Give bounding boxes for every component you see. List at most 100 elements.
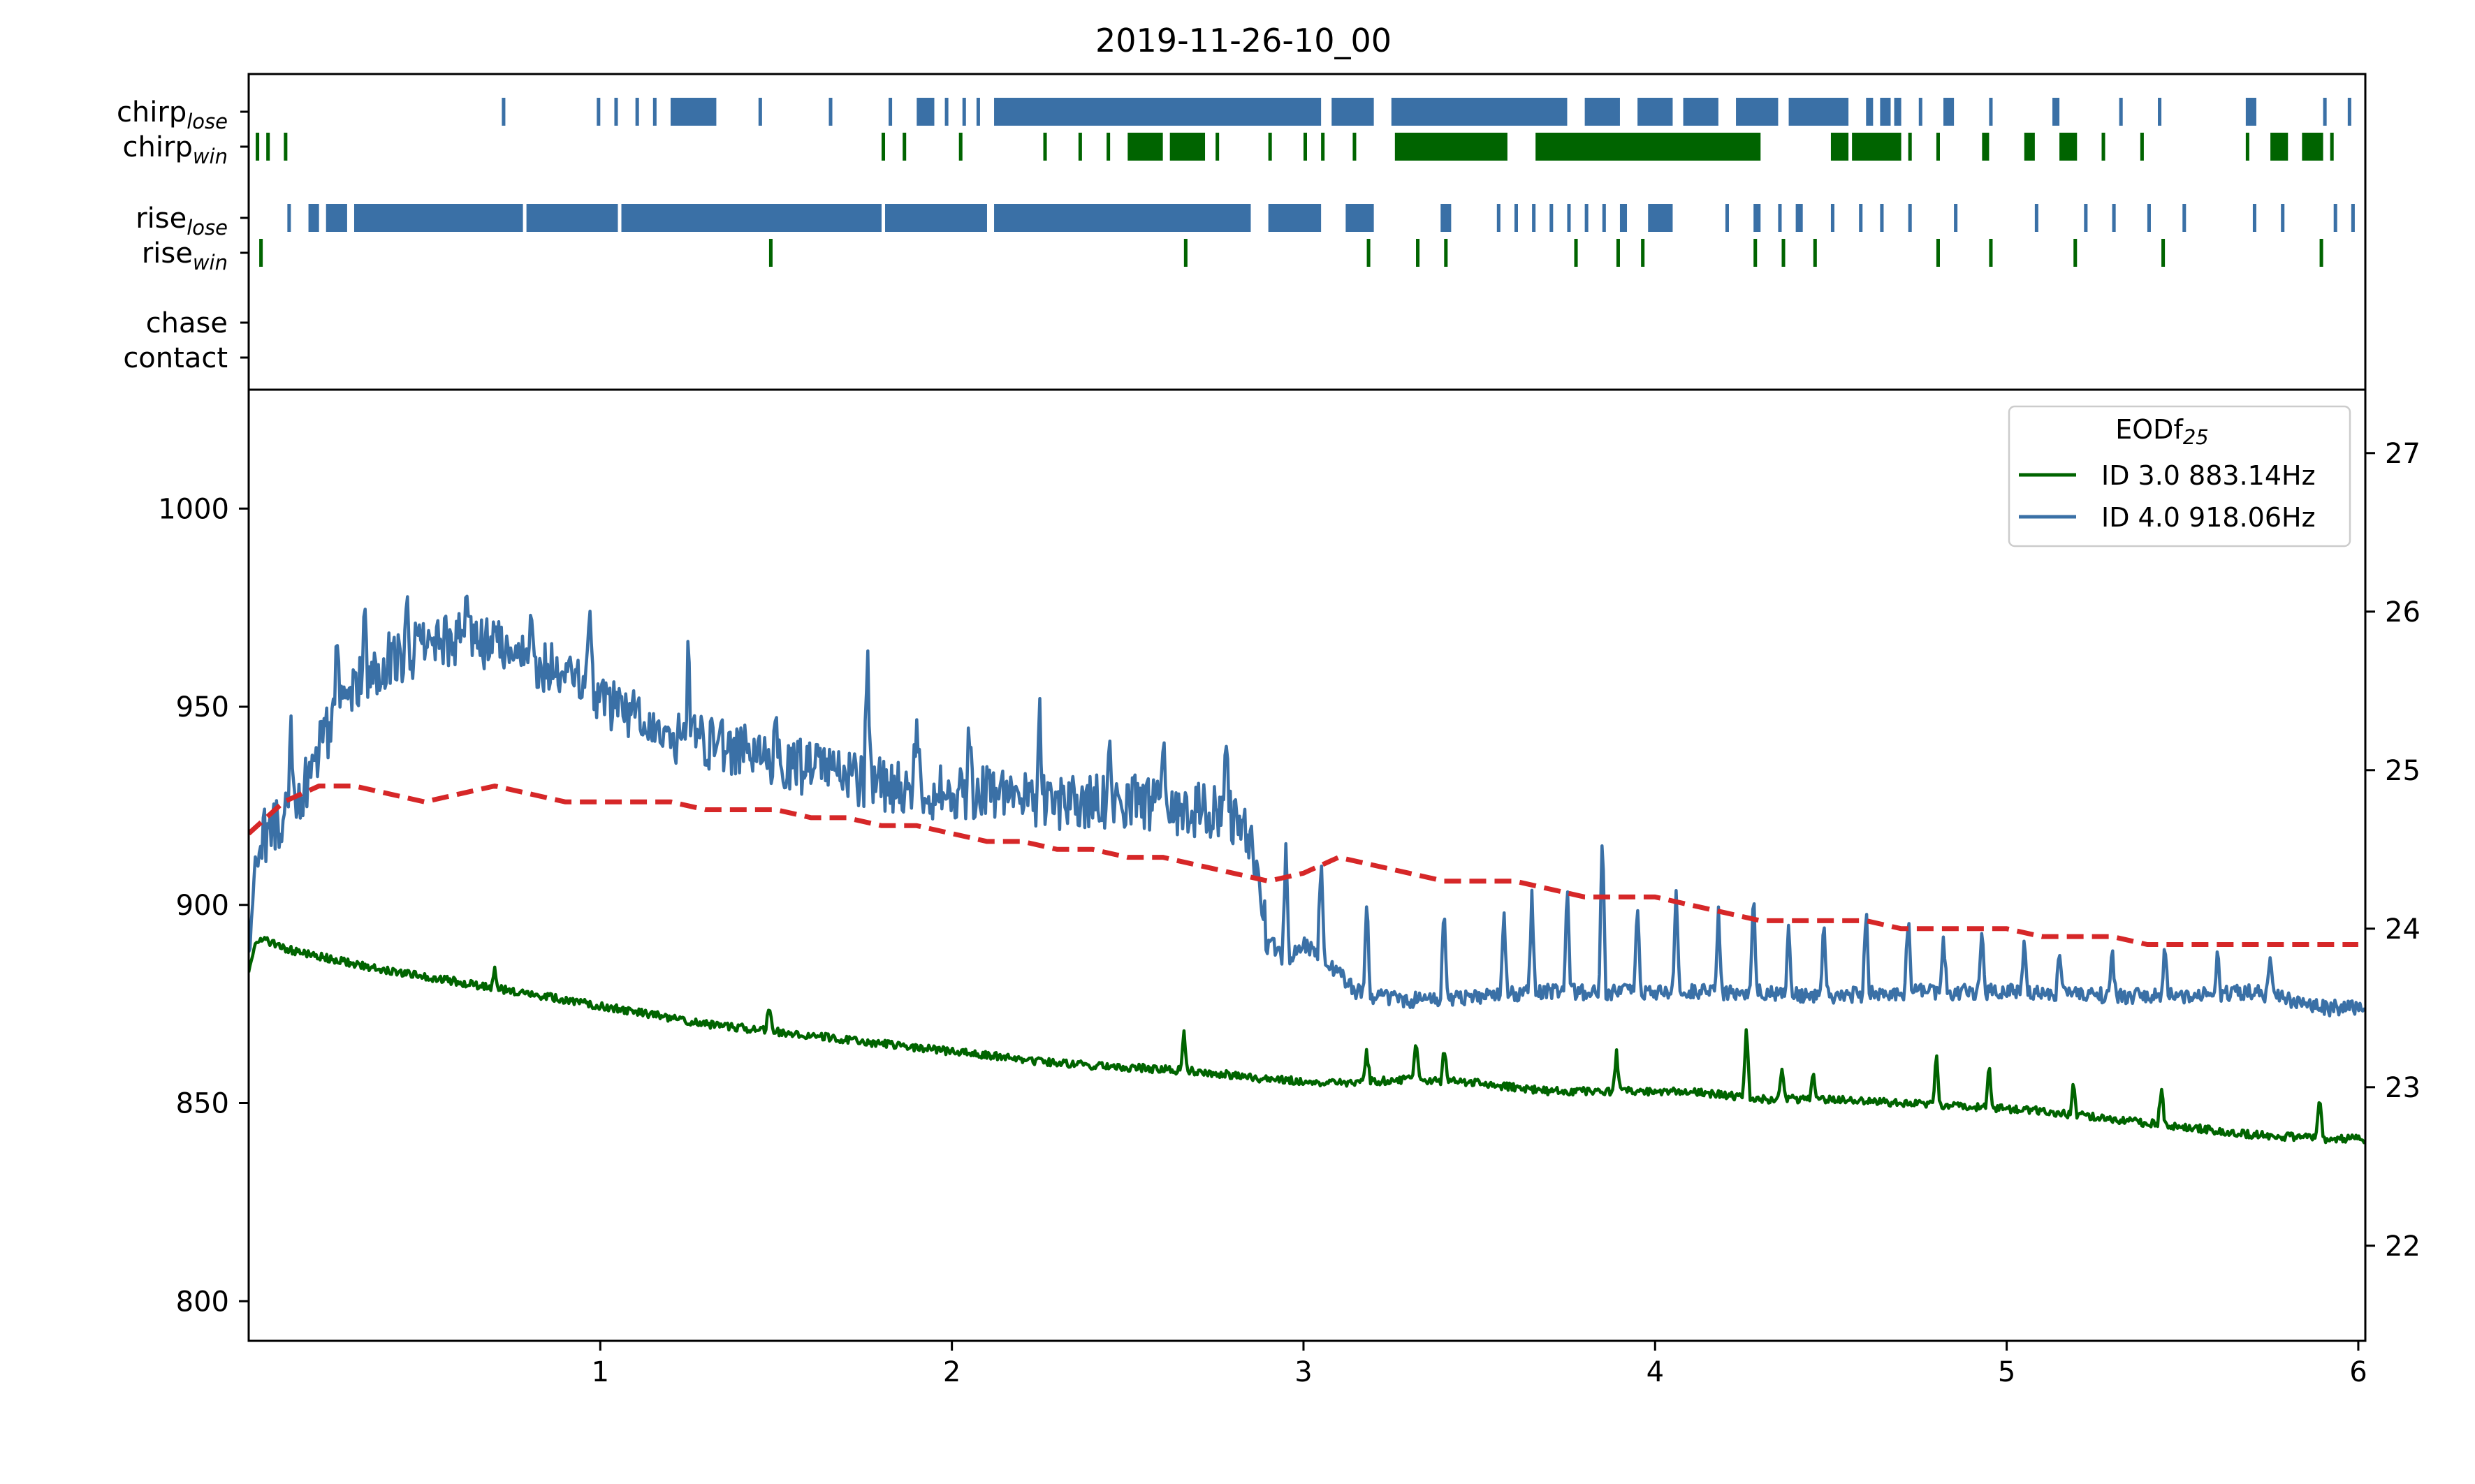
event-mark — [284, 133, 288, 161]
raster-row-rise-lose — [287, 204, 2355, 232]
event-mark — [1880, 98, 1891, 126]
event-mark — [1183, 239, 1188, 267]
event-mark — [1567, 204, 1571, 232]
event-mark — [2084, 204, 2088, 232]
event-mark — [2034, 204, 2038, 232]
event-mark — [1532, 204, 1536, 232]
raster-row-label: riselose — [136, 203, 228, 240]
event-mark — [1496, 204, 1501, 232]
event-mark — [944, 98, 949, 126]
x-axis: 1 2 3 4 5 6 — [592, 1341, 2367, 1388]
event-mark — [1778, 204, 1782, 232]
event-mark — [1602, 204, 1606, 232]
y2-tick-label: 25 — [2385, 755, 2421, 787]
event-mark — [1852, 133, 1901, 161]
x-tick-label: 1 — [592, 1356, 609, 1388]
event-mark — [1954, 204, 1958, 232]
event-mark — [994, 204, 1251, 232]
event-mark — [1303, 133, 1307, 161]
event-mark — [266, 133, 270, 161]
event-mark — [1366, 239, 1371, 267]
raster-row-label: chirplose — [117, 96, 228, 133]
event-mark — [881, 133, 886, 161]
event-mark — [1321, 133, 1325, 161]
event-mark — [1908, 133, 1912, 161]
x-tick-label: 3 — [1294, 1356, 1312, 1388]
event-mark — [308, 204, 319, 232]
event-mark — [1574, 239, 1578, 267]
event-mark — [2073, 239, 2078, 267]
event-mark — [1444, 239, 1448, 267]
event-mark — [635, 98, 639, 126]
event-mark — [621, 204, 882, 232]
event-mark — [1781, 239, 1786, 267]
chart-title: 2019-11-26-10_00 — [1095, 22, 1392, 59]
event-mark — [1268, 133, 1272, 161]
event-mark — [903, 133, 907, 161]
event-mark — [2270, 133, 2288, 161]
raster-row-chirp-win — [256, 133, 2334, 161]
event-mark — [2101, 133, 2105, 161]
event-mark — [1648, 204, 1673, 232]
event-mark — [1943, 98, 1955, 126]
event-mark — [1514, 204, 1518, 232]
y2-tick-label: 24 — [2385, 913, 2421, 946]
event-mark — [1866, 98, 1874, 126]
event-mark — [885, 204, 987, 232]
event-mark — [1584, 98, 1620, 126]
event-mark — [1725, 204, 1729, 232]
x-tick-label: 6 — [2349, 1356, 2367, 1388]
event-mark — [287, 204, 291, 232]
event-mark — [1795, 204, 1803, 232]
y-axis-left: 800 850 900 950 1000 — [158, 493, 249, 1318]
event-mark — [1352, 133, 1357, 161]
y-axis-right: 22 23 24 25 26 27 — [2365, 438, 2421, 1263]
event-mark — [768, 239, 773, 267]
y2-tick-label: 27 — [2385, 438, 2421, 470]
event-mark — [1936, 239, 1940, 267]
x-tick-label: 4 — [1647, 1356, 1664, 1388]
event-mark — [1753, 239, 1758, 267]
event-mark — [1736, 98, 1779, 126]
raster-row-label: risewin — [142, 237, 228, 274]
event-mark — [1619, 204, 1628, 232]
x-tick-label: 2 — [943, 1356, 961, 1388]
event-mark — [1859, 204, 1863, 232]
event-mark — [1043, 133, 1047, 161]
y-tick-label: 1000 — [158, 493, 229, 525]
y-tick-label: 850 — [176, 1088, 229, 1120]
event-mark — [2147, 204, 2151, 232]
y2-tick-label: 23 — [2385, 1072, 2421, 1104]
event-mark — [917, 98, 935, 126]
raster-row-label: contact — [123, 342, 228, 374]
y2-tick-label: 26 — [2385, 596, 2421, 629]
event-mark — [2330, 133, 2334, 161]
event-mark — [994, 98, 1322, 126]
event-mark — [958, 133, 963, 161]
event-mark — [2281, 204, 2285, 232]
event-mark — [1345, 204, 1374, 232]
event-mark — [1394, 133, 1507, 161]
series-line-id3 — [249, 936, 2365, 1145]
event-mark — [1641, 239, 1645, 267]
event-mark — [1440, 204, 1452, 232]
event-mark — [1078, 133, 1082, 161]
event-mark — [2245, 133, 2249, 161]
raster-row-label: chirpwin — [123, 131, 228, 168]
event-mark — [2059, 133, 2078, 161]
event-mark — [2024, 133, 2035, 161]
event-mark — [962, 98, 966, 126]
legend-label-id3: ID 3.0 883.14Hz — [2101, 460, 2316, 491]
event-mark — [353, 204, 523, 232]
event-mark — [1416, 239, 1420, 267]
raster-row-label: chase — [146, 307, 228, 339]
line-plot-frame — [247, 388, 2367, 1342]
raster-row-chirp-lose — [502, 98, 2351, 126]
legend: EODf25 ID 3.0 883.14Hz ID 4.0 918.06Hz — [2008, 405, 2351, 548]
event-mark — [597, 98, 601, 126]
event-mark — [1894, 98, 1901, 126]
y-tick-label: 900 — [176, 890, 229, 922]
event-mark — [1549, 204, 1554, 232]
event-mark — [2319, 239, 2323, 267]
